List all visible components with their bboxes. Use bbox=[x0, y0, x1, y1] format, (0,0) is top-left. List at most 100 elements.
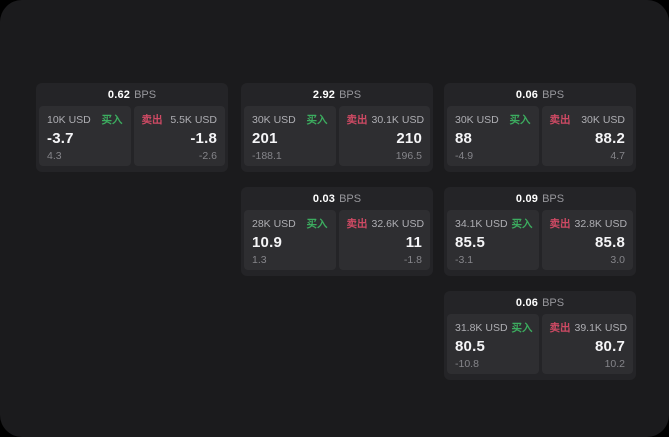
sell-panel-top: 卖出 30.1K USD bbox=[346, 112, 425, 127]
sell-panel[interactable]: 卖出 30.1K USD 210 196.5 bbox=[338, 106, 430, 166]
buy-label: 买入 bbox=[509, 114, 531, 126]
buy-panel[interactable]: 10K USD 买入 -3.7 4.3 bbox=[39, 106, 131, 166]
sell-label: 卖出 bbox=[346, 218, 368, 230]
buy-delta: -4.9 bbox=[455, 149, 474, 162]
sell-label: 卖出 bbox=[346, 114, 368, 126]
sell-panel[interactable]: 卖出 32.8K USD 85.8 3.0 bbox=[541, 210, 633, 270]
quote-card: 0.09 BPS 34.1K USD 买入 85.5 -3.1 卖出 32.8K… bbox=[444, 187, 636, 276]
sell-amount: 30K USD bbox=[581, 114, 625, 126]
buy-panel[interactable]: 30K USD 买入 88 -4.9 bbox=[447, 106, 539, 166]
buy-delta: -188.1 bbox=[252, 149, 282, 162]
buy-delta: -3.1 bbox=[455, 253, 474, 266]
card-body: 28K USD 买入 10.9 1.3 卖出 32.6K USD 11 -1.8 bbox=[241, 210, 433, 273]
sell-label: 卖出 bbox=[549, 114, 571, 126]
card-body: 10K USD 买入 -3.7 4.3 卖出 5.5K USD -1.8 -2.… bbox=[36, 106, 228, 169]
bps-value: 0.06 bbox=[515, 88, 539, 101]
buy-price: 85.5 bbox=[455, 234, 485, 252]
buy-price: -3.7 bbox=[47, 130, 74, 148]
sell-panel-top: 卖出 5.5K USD bbox=[142, 112, 218, 127]
buy-delta: -10.8 bbox=[455, 357, 479, 370]
buy-price: 201 bbox=[252, 130, 278, 148]
buy-amount: 31.8K USD bbox=[455, 322, 508, 334]
card-body: 30K USD 买入 88 -4.9 卖出 30K USD 88.2 4.7 bbox=[444, 106, 636, 169]
bps-unit-label: BPS bbox=[134, 88, 157, 101]
quote-card: 2.92 BPS 30K USD 买入 201 -188.1 卖出 30.1K … bbox=[241, 83, 433, 172]
buy-panel[interactable]: 28K USD 买入 10.9 1.3 bbox=[244, 210, 336, 270]
sell-price: 80.7 bbox=[595, 338, 625, 356]
quote-card: 0.03 BPS 28K USD 买入 10.9 1.3 卖出 32.6K US… bbox=[241, 187, 433, 276]
sell-delta: 196.5 bbox=[395, 149, 422, 162]
buy-label: 买入 bbox=[306, 114, 328, 126]
sell-panel-top: 卖出 32.6K USD bbox=[346, 216, 425, 231]
bps-unit-label: BPS bbox=[542, 192, 565, 205]
bps-value: 0.06 bbox=[515, 296, 539, 309]
card-header: 0.06 BPS bbox=[444, 291, 636, 314]
buy-delta: 1.3 bbox=[252, 253, 267, 266]
buy-label: 买入 bbox=[511, 218, 533, 230]
quote-card: 0.62 BPS 10K USD 买入 -3.7 4.3 卖出 5.5K USD… bbox=[36, 83, 228, 172]
sell-delta: -1.8 bbox=[403, 253, 422, 266]
card-body: 34.1K USD 买入 85.5 -3.1 卖出 32.8K USD 85.8… bbox=[444, 210, 636, 273]
buy-label: 买入 bbox=[511, 322, 533, 334]
sell-price: -1.8 bbox=[190, 130, 217, 148]
card-header: 2.92 BPS bbox=[241, 83, 433, 106]
bps-value: 2.92 bbox=[312, 88, 336, 101]
bps-value: 0.03 bbox=[312, 192, 336, 205]
buy-delta: 4.3 bbox=[47, 149, 62, 162]
bps-unit-label: BPS bbox=[542, 296, 565, 309]
sell-amount: 39.1K USD bbox=[574, 322, 628, 334]
buy-panel-top: 28K USD 买入 bbox=[252, 216, 328, 231]
buy-price: 88 bbox=[455, 130, 473, 148]
sell-label: 卖出 bbox=[549, 218, 571, 230]
buy-price: 10.9 bbox=[252, 234, 282, 252]
sell-panel-top: 卖出 30K USD bbox=[550, 112, 626, 127]
buy-panel[interactable]: 34.1K USD 买入 85.5 -3.1 bbox=[447, 210, 539, 270]
card-header: 0.09 BPS bbox=[444, 187, 636, 210]
buy-amount: 30K USD bbox=[455, 114, 499, 126]
buy-price: 80.5 bbox=[455, 338, 485, 356]
sell-label: 卖出 bbox=[141, 114, 163, 126]
sell-panel[interactable]: 卖出 32.6K USD 11 -1.8 bbox=[338, 210, 430, 270]
buy-panel-top: 34.1K USD 买入 bbox=[455, 216, 533, 231]
buy-amount: 34.1K USD bbox=[455, 218, 508, 230]
buy-label: 买入 bbox=[101, 114, 123, 126]
sell-price: 85.8 bbox=[595, 234, 625, 252]
sell-panel-top: 卖出 39.1K USD bbox=[550, 320, 628, 335]
sell-delta: 10.2 bbox=[604, 357, 625, 370]
quote-card: 0.06 BPS 30K USD 买入 88 -4.9 卖出 30K USD 8… bbox=[444, 83, 636, 172]
sell-panel[interactable]: 卖出 5.5K USD -1.8 -2.6 bbox=[133, 106, 225, 166]
bps-value: 0.62 bbox=[107, 88, 131, 101]
bps-unit-label: BPS bbox=[339, 192, 362, 205]
card-header: 0.06 BPS bbox=[444, 83, 636, 106]
buy-panel-top: 30K USD 买入 bbox=[455, 112, 531, 127]
sell-price: 88.2 bbox=[595, 130, 625, 148]
card-body: 30K USD 买入 201 -188.1 卖出 30.1K USD 210 1… bbox=[241, 106, 433, 169]
buy-amount: 10K USD bbox=[47, 114, 91, 126]
buy-panel[interactable]: 31.8K USD 买入 80.5 -10.8 bbox=[447, 314, 539, 374]
sell-price: 11 bbox=[405, 234, 422, 252]
card-header: 0.62 BPS bbox=[36, 83, 228, 106]
sell-amount: 5.5K USD bbox=[170, 114, 217, 126]
buy-label: 买入 bbox=[306, 218, 328, 230]
sell-amount: 32.6K USD bbox=[371, 218, 425, 230]
bps-value: 0.09 bbox=[515, 192, 539, 205]
buy-panel-top: 10K USD 买入 bbox=[47, 112, 123, 127]
sell-delta: 4.7 bbox=[610, 149, 625, 162]
sell-delta: 3.0 bbox=[610, 253, 625, 266]
buy-panel[interactable]: 30K USD 买入 201 -188.1 bbox=[244, 106, 336, 166]
buy-amount: 30K USD bbox=[252, 114, 296, 126]
bps-unit-label: BPS bbox=[542, 88, 565, 101]
sell-panel-top: 卖出 32.8K USD bbox=[549, 216, 628, 231]
sell-panel[interactable]: 卖出 39.1K USD 80.7 10.2 bbox=[541, 314, 633, 374]
sell-amount: 32.8K USD bbox=[574, 218, 628, 230]
buy-panel-top: 31.8K USD 买入 bbox=[455, 320, 533, 335]
bps-unit-label: BPS bbox=[339, 88, 362, 101]
sell-delta: -2.6 bbox=[198, 149, 217, 162]
card-body: 31.8K USD 买入 80.5 -10.8 卖出 39.1K USD 80.… bbox=[444, 314, 636, 377]
card-header: 0.03 BPS bbox=[241, 187, 433, 210]
sell-panel[interactable]: 卖出 30K USD 88.2 4.7 bbox=[541, 106, 633, 166]
quote-card: 0.06 BPS 31.8K USD 买入 80.5 -10.8 卖出 39.1… bbox=[444, 291, 636, 380]
buy-amount: 28K USD bbox=[252, 218, 296, 230]
sell-price: 210 bbox=[396, 130, 422, 148]
